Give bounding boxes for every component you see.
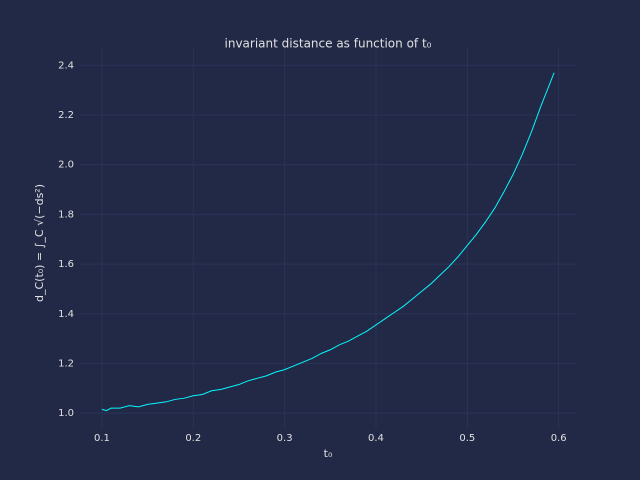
y-tick-label: 1.0 bbox=[58, 408, 74, 419]
y-tick-label: 1.4 bbox=[58, 309, 74, 320]
y-tick-label: 2.4 bbox=[58, 60, 74, 71]
x-tick-label: 0.1 bbox=[94, 433, 110, 444]
chart-title: invariant distance as function of t₀ bbox=[225, 37, 432, 51]
x-axis-label: t₀ bbox=[324, 447, 333, 460]
y-tick-label: 2.2 bbox=[58, 110, 74, 121]
y-tick-label: 1.8 bbox=[58, 209, 74, 220]
x-tick-label: 0.6 bbox=[551, 433, 567, 444]
x-tick-label: 0.4 bbox=[368, 433, 384, 444]
x-tick-label: 0.3 bbox=[277, 433, 293, 444]
x-tick-label: 0.2 bbox=[185, 433, 201, 444]
data-line bbox=[101, 72, 555, 412]
y-tick-label: 1.2 bbox=[58, 358, 74, 369]
y-tick-label: 2.0 bbox=[58, 160, 74, 171]
y-tick-label: 1.6 bbox=[58, 259, 74, 270]
x-tick-label: 0.5 bbox=[459, 433, 475, 444]
y-axis-label: d_C(t₀) = ∫_C √(−ds²) bbox=[33, 184, 46, 302]
